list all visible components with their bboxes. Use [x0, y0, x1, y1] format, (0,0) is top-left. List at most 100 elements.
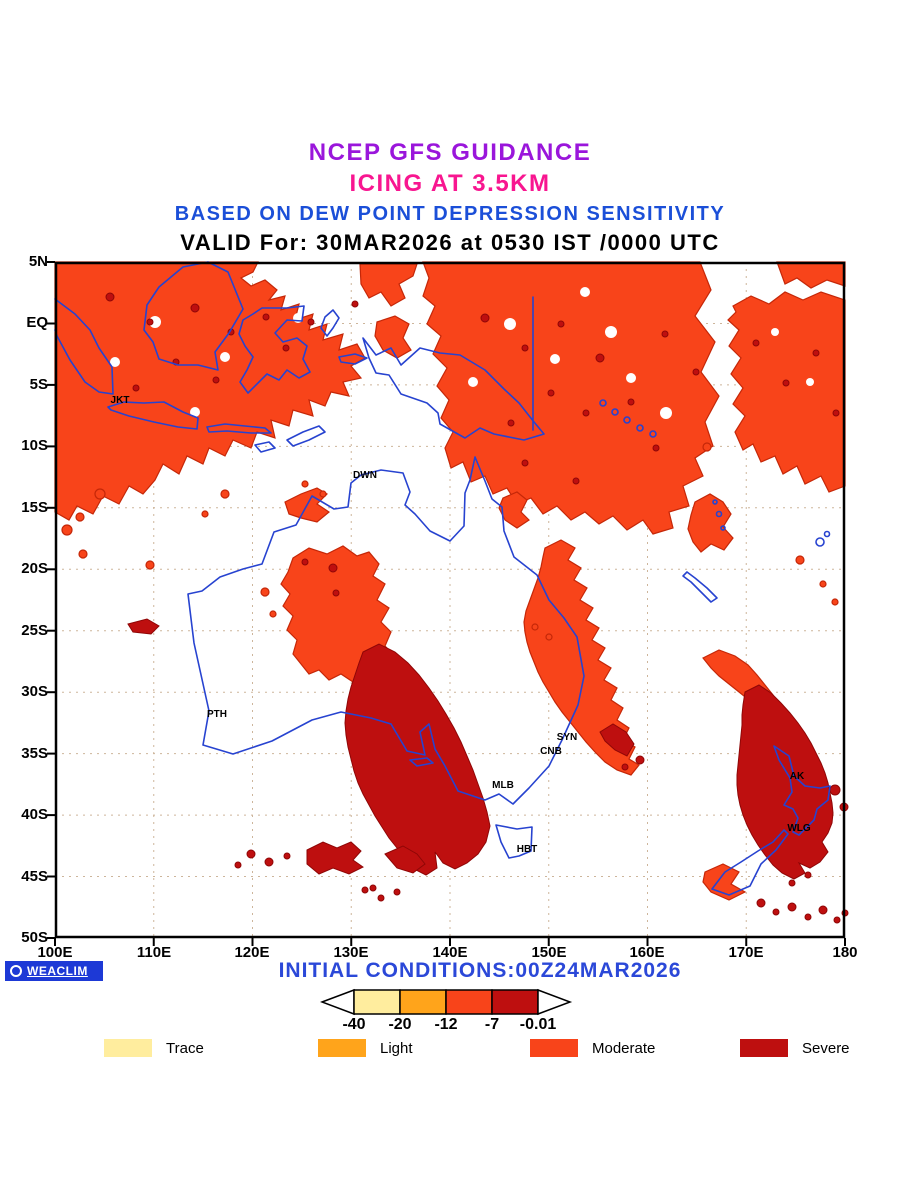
weaclim-logo[interactable]: WEACLIM — [5, 961, 103, 981]
y-tick-50S: 50S — [21, 929, 48, 946]
x-tick-100E: 100E — [37, 944, 73, 961]
city-labels: JKT DWN PTH SYN CNB MLB HBT AK WLG — [111, 395, 811, 855]
legend-label-trace: Trace — [166, 1039, 204, 1057]
legend-item-moderate: Moderate — [530, 1038, 655, 1058]
icing-holes — [110, 287, 814, 419]
colorbar-segment-severe — [491, 989, 539, 1015]
legend-label-light: Light — [380, 1039, 413, 1057]
icing-severe-blob — [384, 845, 426, 874]
x-tick-180: 180 — [832, 944, 858, 961]
colorbar-left-arrow — [320, 988, 355, 1016]
initial-conditions-text: INITIAL CONDITIONS:00Z24MAR2026 — [278, 959, 682, 982]
weaclim-logo-icon — [10, 965, 22, 977]
legend-swatch-severe — [740, 1039, 788, 1057]
x-tick-150E: 150E — [531, 944, 567, 961]
y-tick-45S: 45S — [21, 868, 48, 885]
java-coastline — [107, 401, 199, 430]
vanuatu-island — [712, 499, 718, 505]
vanuatu-island — [715, 510, 723, 518]
icing-blob — [727, 291, 846, 493]
y-tick-5N: 5N — [28, 253, 48, 270]
colorbar-tick: -40 — [342, 1016, 366, 1033]
city-label-pth: PTH — [207, 709, 227, 720]
y-tick-40S: 40S — [21, 806, 48, 823]
page-title-basis: BASED ON DEW POINT DEPRESSION SENSITIVIT… — [174, 203, 726, 225]
tasmania-coastline — [495, 824, 533, 859]
vanuatu-island — [720, 525, 726, 531]
icing-blob — [523, 539, 640, 776]
new-guinea-coastline — [362, 337, 545, 441]
icing-blob — [776, 261, 846, 289]
icing-blob — [374, 315, 412, 359]
map-frame — [47, 261, 846, 946]
nz-north-island-coastline — [773, 745, 831, 836]
page-title-ncep: NCEP GFS GUIDANCE — [308, 139, 592, 166]
fiji-island — [823, 530, 831, 538]
kangaroo-island-coastline — [409, 757, 434, 767]
sumatra-coastline — [54, 298, 114, 395]
x-tick-110E: 110E — [136, 944, 172, 961]
city-label-mlb: MLB — [492, 780, 514, 791]
x-tick-170E: 170E — [728, 944, 764, 961]
legend-swatch-light — [318, 1039, 366, 1057]
solomon-island — [599, 399, 607, 407]
x-tick-140E: 140E — [432, 944, 468, 961]
icing-blob — [359, 263, 418, 307]
sulawesi-coastline — [238, 305, 311, 394]
colorbar-segment-moderate — [445, 989, 493, 1015]
city-label-ak: AK — [790, 771, 805, 782]
solomon-island — [649, 430, 657, 438]
colorbar-tick: -12 — [434, 1016, 458, 1033]
y-tick-EQ: EQ — [26, 314, 48, 331]
icing-blob — [54, 261, 366, 521]
y-tick-25S: 25S — [21, 622, 48, 639]
borneo-coastline — [143, 261, 244, 371]
solomon-island — [623, 416, 631, 424]
nz-south-island-coastline — [711, 829, 789, 896]
city-label-syn: SYN — [557, 732, 578, 743]
icing-blob — [498, 491, 530, 529]
icing-severe-blob — [306, 841, 364, 875]
city-label-jkt: JKT — [111, 395, 130, 406]
y-tick-20S: 20S — [21, 560, 48, 577]
colorbar — [320, 988, 573, 1016]
weaclim-logo-text: WEACLIM — [27, 964, 88, 978]
city-label-wlg: WLG — [787, 823, 811, 834]
colorbar-tick: -0.01 — [519, 1016, 557, 1033]
city-label-cnb: CNB — [540, 746, 562, 757]
solomon-island — [636, 424, 644, 432]
icing-severe-regions — [105, 292, 849, 924]
sumba-coastline — [254, 441, 276, 453]
lesser-sunda-coastline — [206, 423, 272, 434]
icing-map: JKT DWN PTH SYN CNB MLB HBT AK WLG — [47, 261, 849, 946]
halmahera-coastline — [320, 309, 340, 337]
city-label-hbt: HBT — [517, 844, 538, 855]
icing-severe-blob — [127, 618, 160, 635]
city-label-dwn: DWN — [353, 470, 377, 481]
colorbar-right-arrow — [537, 988, 573, 1016]
page-title-icing: ICING AT 3.5KM — [349, 170, 551, 197]
colorbar-segment-trace — [353, 989, 401, 1015]
seram-coastline — [338, 353, 368, 365]
x-tick-160E: 160E — [629, 944, 665, 961]
legend-swatch-trace — [104, 1039, 152, 1057]
colorbar-segment-light — [399, 989, 447, 1015]
page-title-valid: VALID For: 30MAR2026 at 0530 IST /0000 U… — [180, 230, 720, 255]
coastlines — [54, 261, 831, 896]
fiji-island — [815, 537, 825, 547]
legend-swatch-moderate — [530, 1039, 578, 1057]
australia-coastline — [187, 456, 585, 805]
legend-label-moderate: Moderate — [592, 1039, 656, 1057]
icing-severe-blob — [736, 684, 834, 880]
y-tick-30S: 30S — [21, 683, 48, 700]
x-tick-130E: 130E — [333, 944, 369, 961]
y-tick-15S: 15S — [21, 499, 48, 516]
icing-blob — [422, 261, 720, 535]
new-caledonia-coastline — [682, 571, 718, 603]
icing-blob — [702, 863, 747, 901]
timor-coastline — [286, 425, 326, 447]
icing-severe-blob — [599, 723, 635, 757]
icing-blob — [687, 493, 734, 553]
y-tick-10S: 10S — [21, 437, 48, 454]
